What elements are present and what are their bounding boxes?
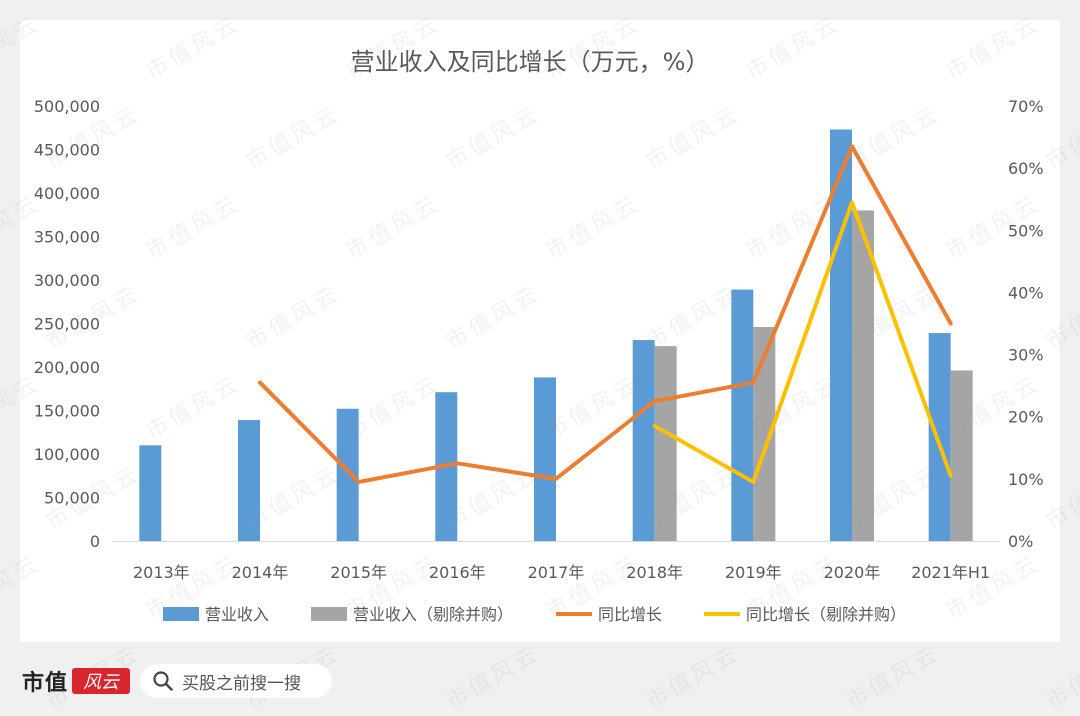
bar	[928, 333, 951, 541]
left-tick-label: 250,000	[34, 315, 100, 334]
x-axis: 2013年 2014年 2015年 2016年 2017年 2018年 2019年 2020年…	[112, 541, 1000, 582]
x-tick-label: 2021年H1	[911, 563, 990, 582]
left-tick-label: 100,000	[34, 445, 100, 464]
x-tick-label: 2020年	[824, 563, 881, 582]
search-placeholder: 买股之前搜一搜	[182, 673, 301, 694]
left-tick-label: 300,000	[34, 271, 100, 290]
bar	[632, 340, 655, 541]
left-tick-label: 400,000	[34, 184, 100, 203]
search-icon	[153, 671, 173, 691]
series-line	[258, 144, 953, 484]
left-tick-label: 0	[90, 532, 100, 551]
legend-swatch	[311, 607, 347, 621]
x-tick-label: 2018年	[626, 563, 683, 582]
bar	[238, 420, 260, 541]
left-tick-label: 50,000	[44, 489, 100, 508]
legend-swatch	[163, 607, 199, 621]
legend: 营业收入 营业收入（剔除并购） 同比增长 同比增长（剔除并购）	[163, 605, 906, 624]
legend-label: 同比增长	[598, 605, 662, 624]
chart-title: 营业收入及同比增长（万元，%）	[351, 48, 710, 76]
lines	[258, 144, 953, 484]
left-tick-label: 450,000	[34, 141, 100, 160]
legend-label: 营业收入	[205, 605, 269, 624]
bar	[534, 377, 556, 541]
right-tick-label: 30%	[1008, 346, 1044, 365]
bar	[139, 445, 162, 541]
right-tick-label: 40%	[1008, 283, 1044, 302]
bar	[654, 346, 677, 541]
search-bar[interactable]: 买股之前搜一搜	[140, 664, 332, 698]
bar	[852, 210, 874, 541]
left-y-axis: 0 50,000 100,000 150,000 200,000 250,000 300,0…	[34, 97, 100, 551]
brand: 市值 风云	[22, 666, 131, 696]
right-tick-label: 20%	[1008, 408, 1044, 427]
brand-logo: 风云	[72, 668, 131, 694]
x-tick-label: 2014年	[232, 563, 289, 582]
bar	[731, 289, 754, 541]
x-tick-label: 2015年	[330, 563, 387, 582]
legend-label: 同比增长（剔除并购）	[746, 605, 906, 624]
x-tick-label: 2019年	[725, 563, 782, 582]
left-tick-label: 350,000	[34, 228, 100, 247]
x-tick-label: 2017年	[528, 563, 585, 582]
left-tick-label: 500,000	[34, 97, 100, 116]
left-tick-label: 150,000	[34, 402, 100, 421]
right-tick-label: 70%	[1008, 97, 1044, 116]
x-tick-label: 2013年	[133, 563, 190, 582]
x-tick-label: 2016年	[429, 563, 486, 582]
bar	[950, 370, 973, 541]
right-tick-label: 0%	[1008, 532, 1033, 551]
bars	[139, 129, 973, 542]
right-tick-label: 10%	[1008, 470, 1044, 489]
right-tick-label: 60%	[1008, 159, 1044, 178]
bar	[830, 129, 852, 542]
left-tick-label: 200,000	[34, 358, 100, 377]
series-line	[652, 200, 953, 484]
right-y-axis: 0% 10% 20% 30% 40% 50% 60% 70%	[1008, 97, 1044, 551]
footer: 市值 风云 买股之前搜一搜	[0, 652, 1080, 716]
brand-name: 市值	[22, 671, 69, 696]
right-tick-label: 50%	[1008, 221, 1044, 240]
legend-label: 营业收入（剔除并购）	[353, 605, 513, 624]
bar	[336, 408, 359, 541]
bar	[753, 326, 776, 541]
